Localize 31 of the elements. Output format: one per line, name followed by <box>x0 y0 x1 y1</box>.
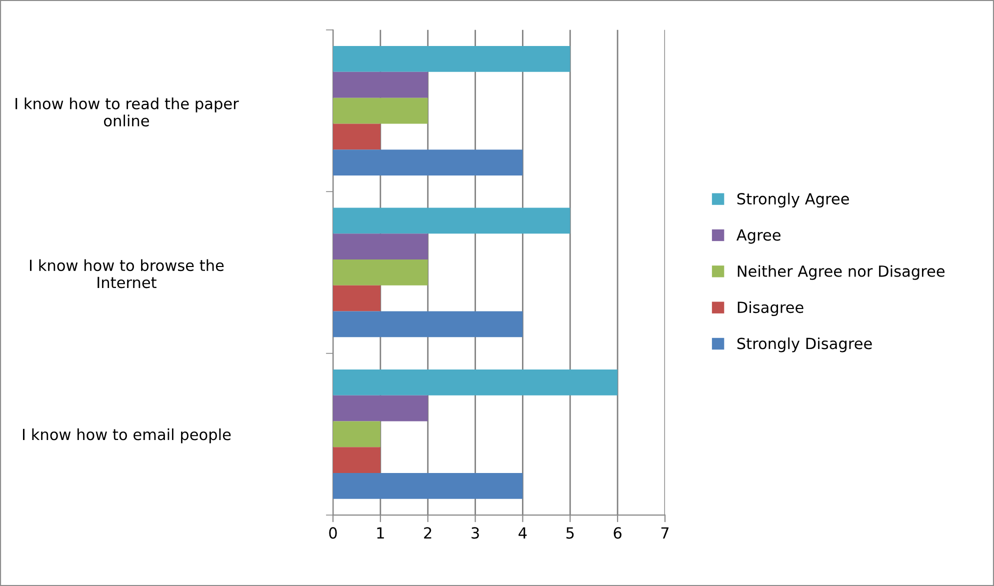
bar <box>332 150 523 176</box>
bar <box>332 98 428 124</box>
y-tick-label: I know how to browse the Internet <box>30 259 224 288</box>
y-tick-label: I know how to read the paper online <box>16 98 239 126</box>
bar <box>332 395 428 422</box>
legend-label: Strongly Disagree <box>737 337 872 352</box>
x-tick-label: 0 <box>329 527 337 539</box>
legend-label: Agree <box>736 229 780 244</box>
legend-label: Disagree <box>738 301 804 316</box>
bar <box>332 473 523 499</box>
bar <box>332 234 428 260</box>
x-tick-label: 5 <box>566 527 574 539</box>
x-tick-label: 2 <box>424 527 432 539</box>
bar <box>332 124 380 150</box>
legend-label: Strongly Agree <box>737 192 849 208</box>
bar <box>332 208 570 234</box>
bar <box>332 311 523 338</box>
y-tick-label: I know how to email people <box>23 428 231 444</box>
x-tick-label: 4 <box>518 527 527 539</box>
bar <box>332 447 380 474</box>
legend-label: Neither Agree nor Disagree <box>738 265 945 280</box>
bar <box>332 285 380 312</box>
x-tick-label: 6 <box>614 527 622 539</box>
bar <box>332 72 428 98</box>
bar <box>332 46 570 72</box>
x-tick-label: 7 <box>661 527 669 539</box>
bar <box>332 370 618 396</box>
bar <box>332 260 428 286</box>
bar <box>332 421 380 448</box>
x-tick-label: 1 <box>377 527 384 539</box>
x-tick-label: 3 <box>472 527 479 539</box>
